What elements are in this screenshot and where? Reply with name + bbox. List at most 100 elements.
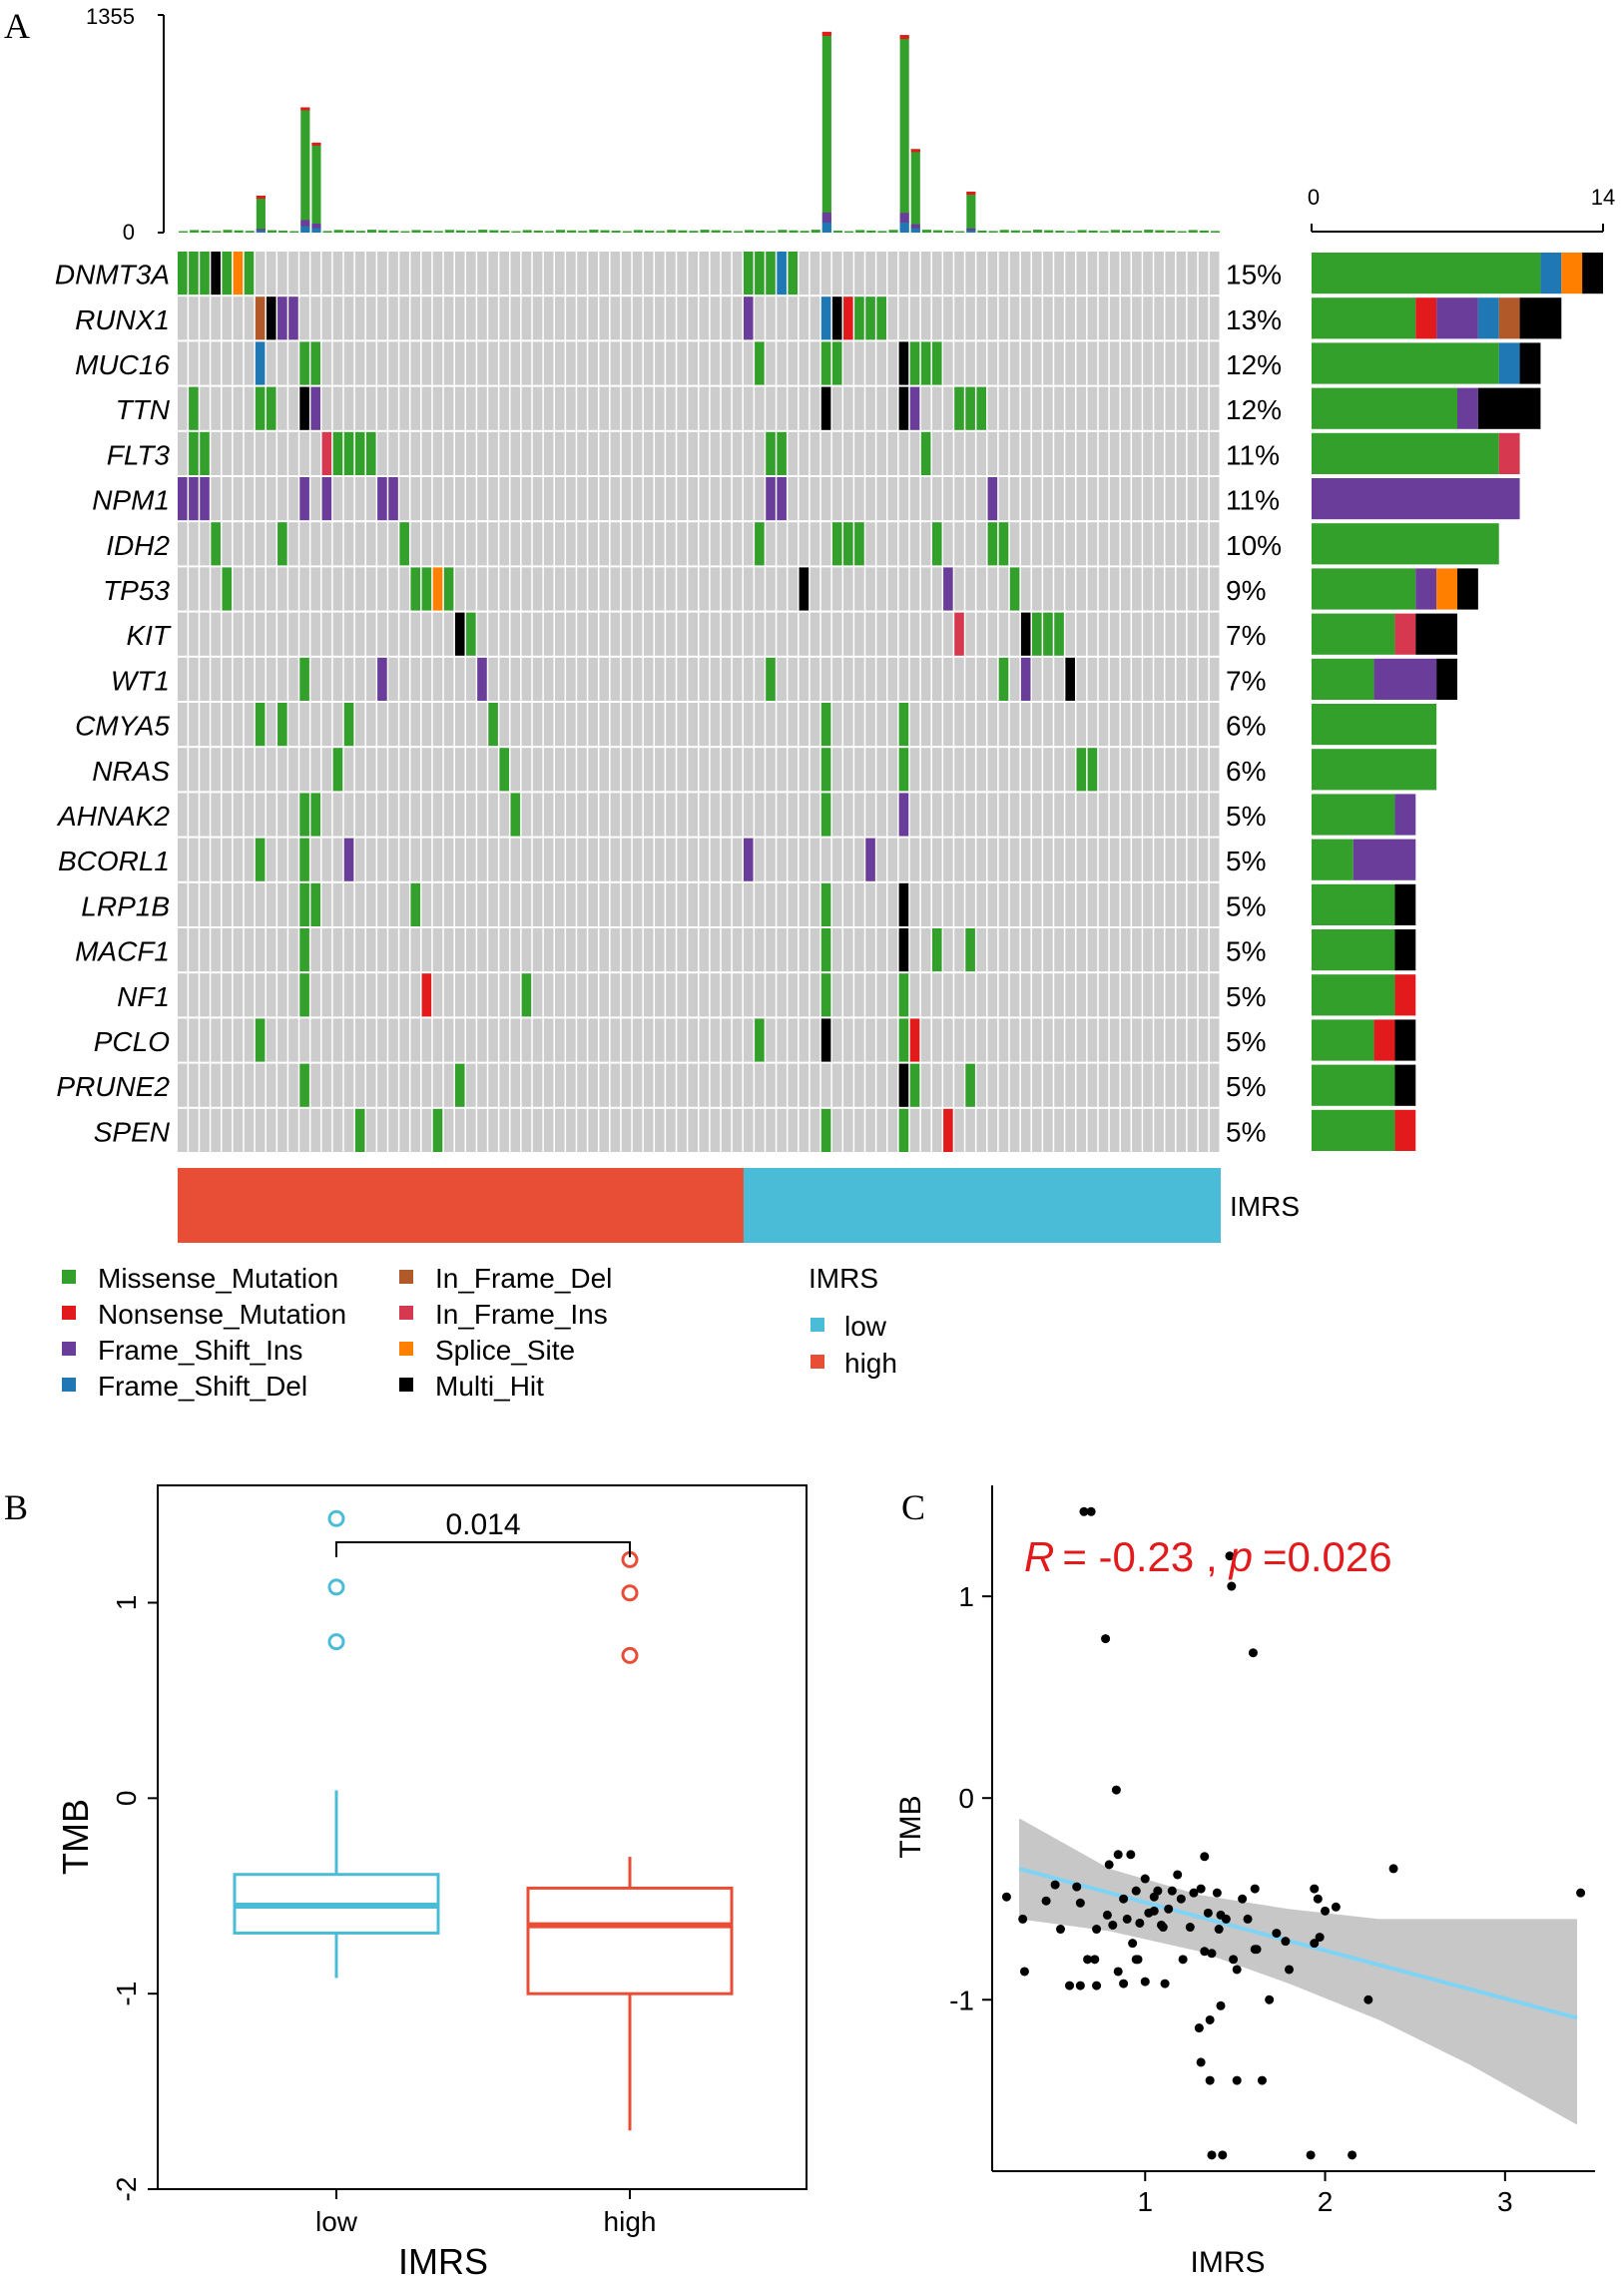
- empty-cell: [666, 1108, 676, 1152]
- empty-cell: [588, 928, 598, 972]
- empty-cell: [1165, 1108, 1176, 1152]
- empty-cell: [1076, 296, 1087, 340]
- empty-cell: [920, 296, 931, 340]
- empty-cell: [266, 838, 276, 881]
- empty-cell: [377, 612, 387, 656]
- empty-cell: [432, 1018, 443, 1062]
- empty-cell: [666, 928, 676, 972]
- empty-cell: [244, 522, 255, 566]
- empty-cell: [1043, 431, 1053, 475]
- empty-cell: [854, 612, 864, 656]
- empty-cell: [421, 793, 432, 837]
- empty-cell: [477, 296, 487, 340]
- empty-cell: [843, 928, 853, 972]
- empty-cell: [954, 522, 964, 566]
- empty-cell: [1120, 1063, 1131, 1107]
- empty-cell: [466, 973, 476, 1017]
- empty-cell: [1143, 838, 1153, 881]
- scatter-point: [1050, 1880, 1060, 1890]
- empty-cell: [466, 928, 476, 972]
- empty-cell: [799, 973, 810, 1017]
- empty-cell: [454, 477, 465, 521]
- empty-cell: [222, 1018, 233, 1062]
- empty-cell: [1065, 1108, 1075, 1152]
- empty-cell: [244, 567, 255, 611]
- empty-cell: [588, 748, 598, 792]
- gene-label: NRAS: [92, 756, 170, 787]
- empty-cell: [887, 748, 898, 792]
- gene-percent: 9%: [1226, 575, 1266, 606]
- gene-label: TTN: [116, 394, 171, 425]
- empty-cell: [743, 341, 754, 385]
- empty-cell: [343, 928, 354, 972]
- empty-cell: [521, 703, 532, 747]
- mutation-cell: [211, 252, 221, 295]
- gene-bar-segment: [1519, 342, 1541, 384]
- empty-cell: [189, 882, 199, 926]
- mutation-cell: [965, 386, 975, 430]
- mutation-cell: [820, 341, 831, 385]
- empty-cell: [310, 1108, 321, 1152]
- empty-cell: [321, 612, 332, 656]
- empty-cell: [766, 612, 776, 656]
- mutation-cell: [421, 567, 432, 611]
- empty-cell: [1076, 973, 1087, 1017]
- top-bar-segment: [966, 228, 976, 231]
- empty-cell: [499, 703, 510, 747]
- empty-cell: [688, 386, 698, 430]
- empty-cell: [666, 657, 676, 701]
- top-bar-segment: [256, 195, 266, 199]
- empty-cell: [1009, 973, 1020, 1017]
- empty-cell: [499, 793, 510, 837]
- scatter-point: [1104, 1860, 1114, 1870]
- empty-cell: [943, 928, 953, 972]
- empty-cell: [1065, 522, 1075, 566]
- empty-cell: [677, 477, 687, 521]
- empty-cell: [178, 567, 188, 611]
- scatter-point: [1348, 2150, 1357, 2160]
- scatter-ylabel: TMB: [894, 1795, 927, 1858]
- empty-cell: [721, 793, 732, 837]
- empty-cell: [222, 928, 233, 972]
- empty-cell: [1009, 386, 1020, 430]
- empty-cell: [865, 1108, 875, 1152]
- empty-cell: [277, 793, 287, 837]
- empty-cell: [222, 748, 233, 792]
- empty-cell: [954, 1018, 964, 1062]
- empty-cell: [1009, 838, 1020, 881]
- empty-cell: [421, 838, 432, 881]
- empty-cell: [887, 928, 898, 972]
- empty-cell: [1154, 1063, 1164, 1107]
- empty-cell: [976, 973, 987, 1017]
- empty-cell: [788, 657, 799, 701]
- mutation-cell: [377, 657, 387, 701]
- empty-cell: [788, 567, 799, 611]
- mutation-cell: [909, 1063, 920, 1107]
- empty-cell: [931, 703, 942, 747]
- mutation-cell: [909, 386, 920, 430]
- empty-cell: [588, 703, 598, 747]
- empty-cell: [432, 522, 443, 566]
- mutation-cell: [820, 1018, 831, 1062]
- empty-cell: [388, 1018, 398, 1062]
- empty-cell: [233, 838, 244, 881]
- scatter-point: [1185, 1923, 1195, 1933]
- empty-cell: [189, 793, 199, 837]
- empty-cell: [831, 567, 842, 611]
- mutation-cell: [898, 748, 909, 792]
- empty-cell: [831, 1063, 842, 1107]
- mutation-cell: [820, 973, 831, 1017]
- empty-cell: [876, 1018, 886, 1062]
- empty-cell: [688, 838, 698, 881]
- empty-cell: [178, 703, 188, 747]
- top-bar: [932, 230, 943, 233]
- empty-cell: [732, 612, 743, 656]
- empty-cell: [699, 793, 710, 837]
- empty-cell: [510, 838, 521, 881]
- empty-cell: [266, 973, 276, 1017]
- empty-cell: [1009, 431, 1020, 475]
- empty-cell: [677, 838, 687, 881]
- empty-cell: [421, 1108, 432, 1152]
- mutation-cell: [432, 567, 443, 611]
- scatter-point: [1225, 1551, 1235, 1561]
